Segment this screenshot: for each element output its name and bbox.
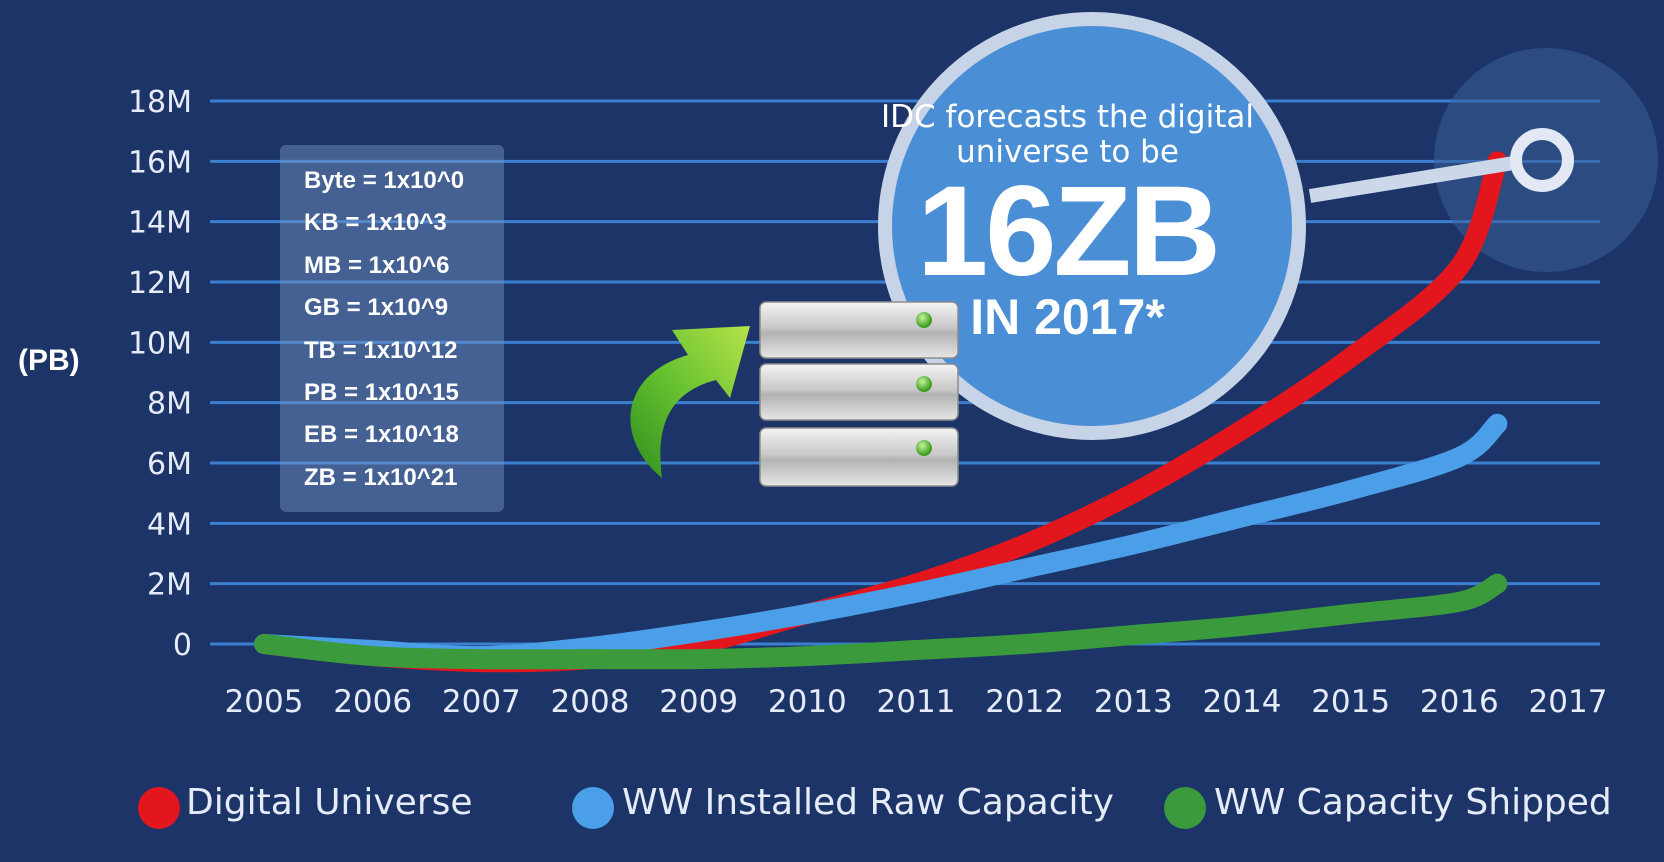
x-tick-label: 2015	[1311, 684, 1390, 720]
unit-item-pb: PB = 1x10^15	[304, 378, 459, 406]
y-tick-label: 0	[173, 628, 192, 663]
y-tick-label: 18M	[128, 85, 192, 120]
endpoint-marker	[1510, 128, 1574, 192]
unit-item-tb: TB = 1x10^12	[304, 336, 458, 364]
unit-list: Byte = 1x10^0 KB = 1x10^3 MB = 1x10^6 GB…	[280, 145, 504, 506]
x-tick-label: 2008	[551, 684, 630, 720]
unit-item-kb: KB = 1x10^3	[304, 209, 447, 237]
legend-label-capacity-shipped: WW Capacity Shipped	[1214, 782, 1612, 823]
series-layer	[254, 151, 1508, 673]
unit-reference-box: Byte = 1x10^0 KB = 1x10^3 MB = 1x10^6 GB…	[280, 145, 504, 512]
x-axis: 2005 2006 2007 2008 2009 2010 2011 2012 2013 2014…	[225, 684, 1608, 720]
callout-connector	[1308, 155, 1522, 203]
legend-dot-capacity-shipped	[1164, 787, 1206, 829]
y-tick-label: 16M	[128, 145, 192, 180]
green-arrow-icon	[630, 326, 750, 478]
y-tick-label: 10M	[128, 326, 192, 361]
unit-item-mb: MB = 1x10^6	[304, 251, 450, 279]
unit-item-eb: EB = 1x10^18	[304, 421, 459, 449]
series-line-ww-capacity-shipped	[254, 573, 1508, 670]
y-axis: 0 2M 4M 6M 8M 10M 12M 14M 16M 18M	[128, 85, 192, 663]
x-tick-label: 2006	[333, 684, 412, 720]
callout-text: IDC forecasts the digital universe to be…	[880, 99, 1255, 345]
x-tick-label: 2017	[1529, 684, 1608, 720]
server-stack-icon	[759, 301, 959, 487]
legend-label-installed-capacity: WW Installed Raw Capacity	[622, 782, 1114, 823]
legend-dot-digital-universe	[138, 787, 180, 829]
y-tick-label: 14M	[128, 206, 192, 241]
unit-item-zb: ZB = 1x10^21	[304, 463, 458, 491]
x-tick-label: 2005	[225, 684, 304, 720]
x-tick-label: 2012	[985, 684, 1064, 720]
unit-item-byte: Byte = 1x10^0	[304, 167, 465, 194]
y-tick-label: 4M	[147, 507, 192, 542]
x-tick-label: 2007	[442, 684, 521, 720]
y-tick-label: 6M	[147, 447, 192, 482]
x-tick-label: 2016	[1420, 684, 1499, 720]
y-axis-label: (PB)	[18, 344, 80, 377]
legend-dot-installed-capacity	[572, 787, 614, 829]
x-tick-label: 2010	[768, 684, 847, 720]
callout-year: IN 2017*	[970, 289, 1165, 345]
y-tick-label: 8M	[147, 387, 192, 422]
x-tick-label: 2013	[1094, 684, 1173, 720]
callout-circle	[878, 12, 1306, 440]
callout-subtitle: IDC forecasts the digital universe to be	[881, 99, 1254, 170]
legend-label-digital-universe: Digital Universe	[186, 782, 473, 823]
y-tick-label: 12M	[128, 266, 192, 301]
unit-item-gb: GB = 1x10^9	[304, 294, 449, 322]
x-tick-label: 2014	[1203, 684, 1282, 720]
y-tick-label: 2M	[147, 568, 192, 603]
x-tick-label: 2011	[877, 684, 956, 720]
callout-value: 16ZB	[917, 160, 1221, 303]
x-tick-label: 2009	[659, 684, 738, 720]
